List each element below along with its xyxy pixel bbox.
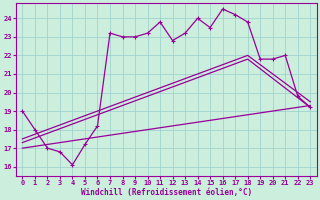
X-axis label: Windchill (Refroidissement éolien,°C): Windchill (Refroidissement éolien,°C) xyxy=(81,188,252,197)
